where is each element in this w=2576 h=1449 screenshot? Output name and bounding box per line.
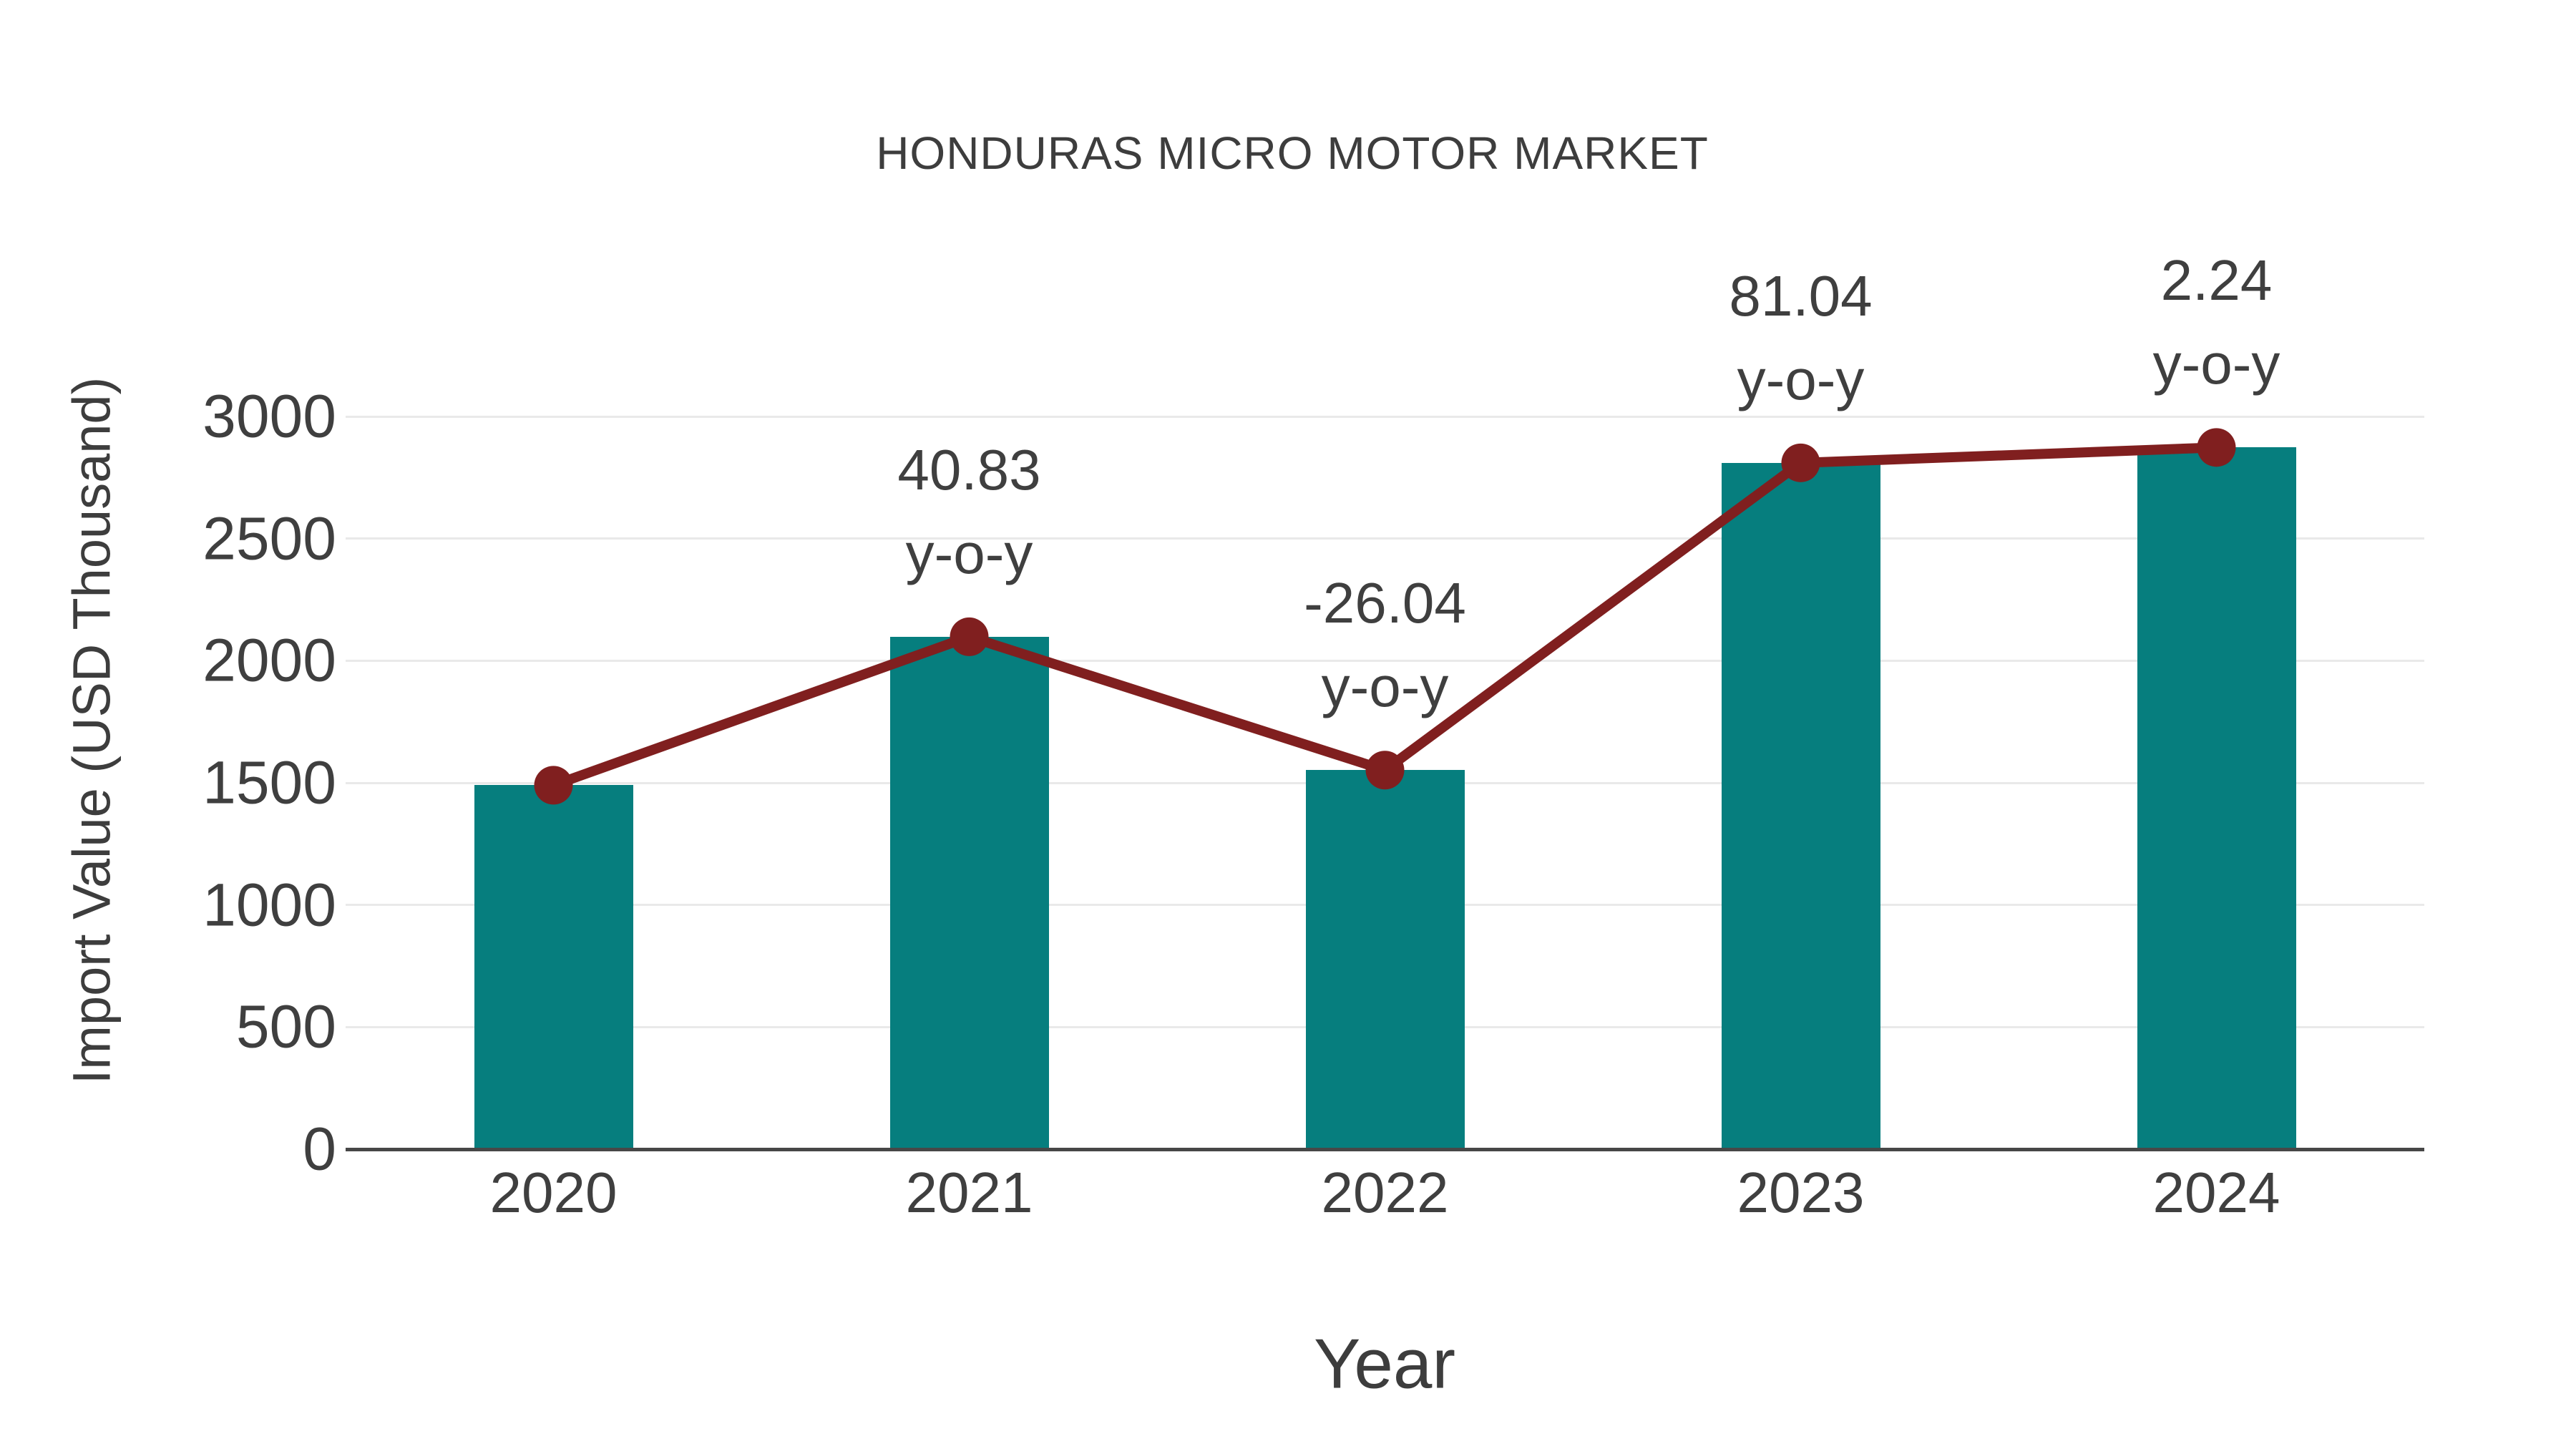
x-tick-label-2022: 2022 (1321, 1161, 1449, 1224)
marker-2020 (534, 766, 573, 805)
marker-2023 (1781, 443, 1820, 482)
marker-2024 (2197, 428, 2236, 467)
yoy-value-label-2022: -26.04 (1304, 571, 1466, 635)
x-tick-label-2024: 2024 (2152, 1161, 2280, 1224)
bar-2023 (1721, 462, 1880, 1149)
gridline-2000 (346, 659, 2424, 662)
y-tick-label-2500: 2500 (203, 504, 336, 572)
chart-title: HONDURAS MICRO MOTOR MARKET (876, 127, 1709, 179)
gridline-3000 (346, 415, 2424, 418)
x-tick-label-2021: 2021 (905, 1161, 1033, 1224)
y-tick-label-2000: 2000 (203, 626, 336, 694)
bar-2024 (2137, 447, 2296, 1149)
y-tick-label-500: 500 (235, 992, 336, 1060)
yoy-value-label-2023: 81.04 (1729, 263, 1873, 328)
yoy-unit-label-2022: y-o-y (1321, 655, 1449, 719)
yoy-unit-label-2023: y-o-y (1737, 347, 1865, 411)
yoy-unit-label-2021: y-o-y (905, 521, 1033, 585)
x-tick-label-2023: 2023 (1737, 1161, 1865, 1224)
y-tick-label-1000: 1000 (203, 871, 336, 939)
bar-2021 (889, 636, 1049, 1149)
bar-2022 (1305, 770, 1465, 1149)
marker-2022 (1365, 751, 1405, 790)
marker-2021 (950, 617, 989, 656)
x-axis-line (346, 1148, 2424, 1151)
y-tick-label-0: 0 (303, 1115, 336, 1183)
yoy-unit-label-2024: y-o-y (2152, 332, 2280, 396)
x-tick-label-2020: 2020 (489, 1161, 618, 1224)
y-tick-label-3000: 3000 (203, 382, 336, 450)
yoy-value-label-2024: 2.24 (2160, 248, 2273, 313)
gridline-2500 (346, 537, 2424, 540)
bar-2020 (474, 785, 633, 1149)
y-tick-label-1500: 1500 (203, 748, 336, 816)
yoy-value-label-2021: 40.83 (897, 437, 1041, 502)
x-axis-title: Year (1313, 1324, 1456, 1403)
